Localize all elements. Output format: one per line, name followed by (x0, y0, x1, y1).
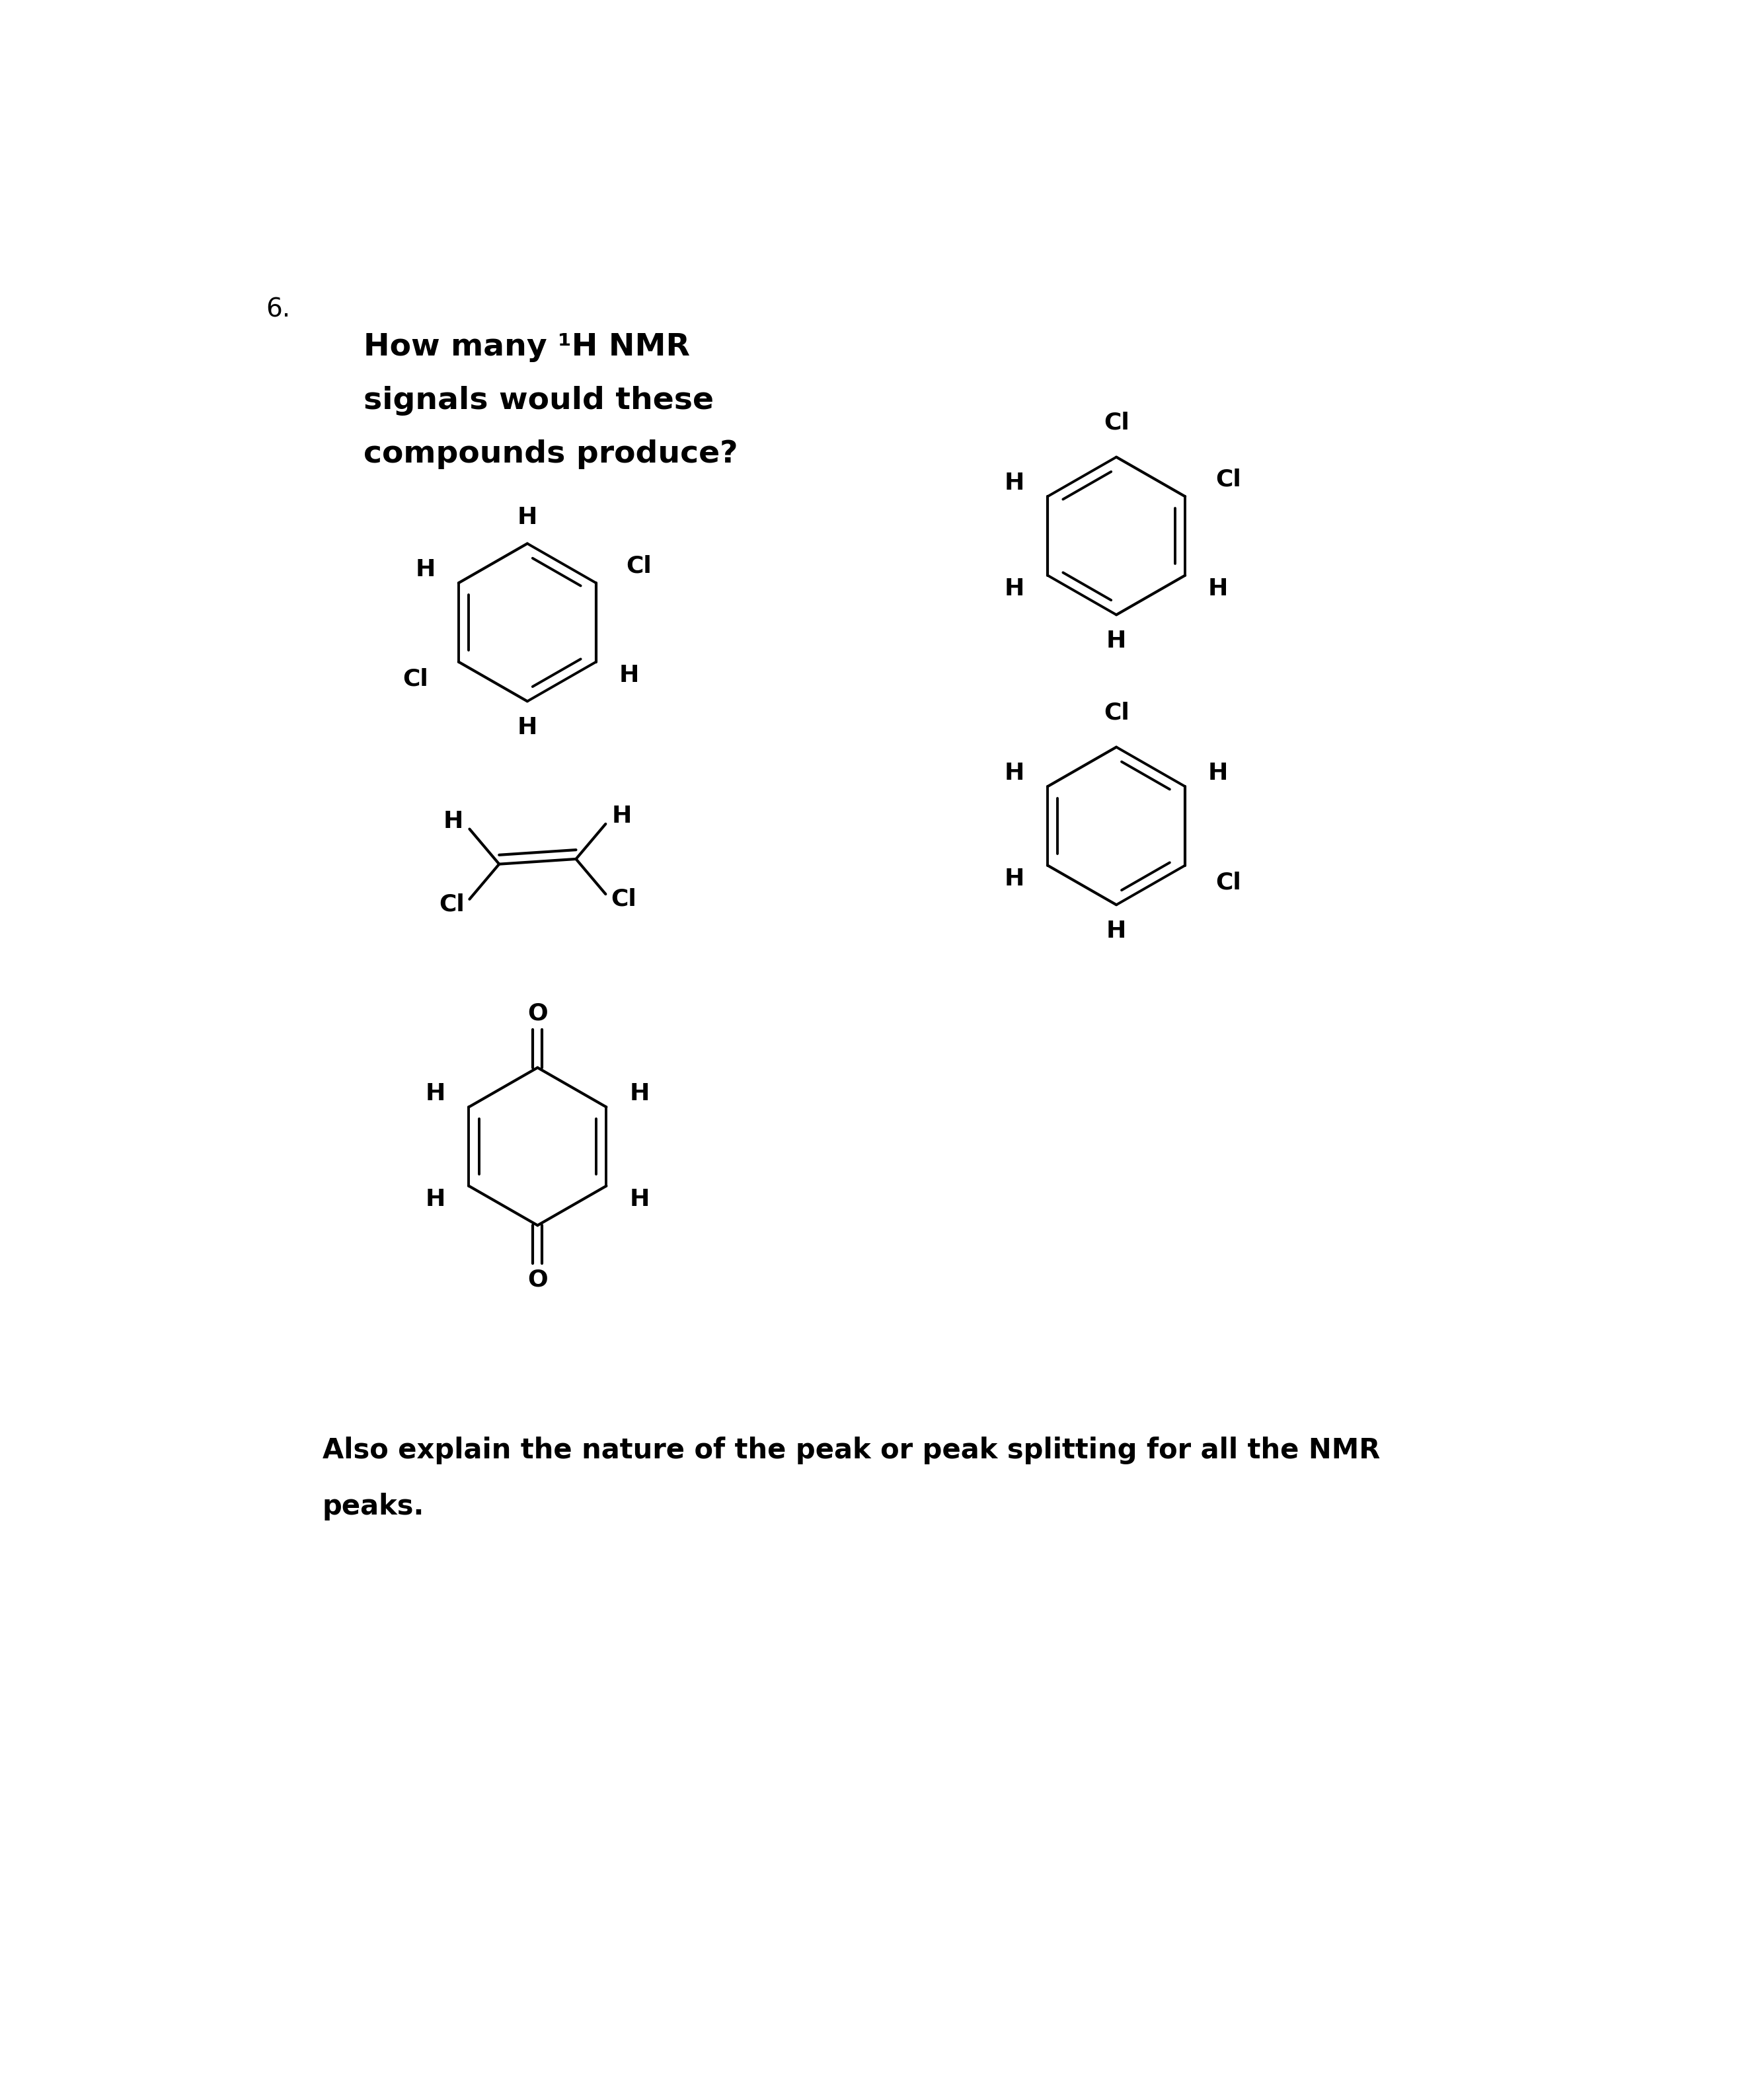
Text: Cl: Cl (1214, 872, 1241, 895)
Text: H: H (517, 506, 537, 529)
Text: H: H (1005, 867, 1024, 890)
Text: H: H (444, 811, 463, 832)
Text: H: H (630, 1189, 649, 1210)
Text: H: H (1107, 630, 1126, 653)
Text: How many ¹H NMR: How many ¹H NMR (363, 332, 690, 361)
Text: Cl: Cl (1104, 412, 1130, 435)
Text: H: H (517, 716, 537, 739)
Text: H: H (1005, 473, 1024, 494)
Text: compounds produce?: compounds produce? (363, 439, 737, 468)
Text: H: H (426, 1084, 445, 1105)
Text: O: O (528, 1002, 547, 1025)
Text: Also explain the nature of the peak or peak splitting for all the NMR: Also explain the nature of the peak or p… (322, 1436, 1380, 1464)
Text: H: H (1107, 920, 1126, 943)
Text: H: H (415, 559, 435, 582)
Text: H: H (1207, 762, 1228, 785)
Text: Cl: Cl (627, 554, 651, 578)
Text: Cl: Cl (1214, 468, 1241, 491)
Text: H: H (1005, 578, 1024, 601)
Text: Cl: Cl (438, 892, 465, 916)
Text: H: H (630, 1084, 649, 1105)
Text: signals would these: signals would these (363, 386, 715, 416)
Text: H: H (620, 664, 639, 687)
Text: Cl: Cl (611, 888, 637, 911)
Text: Cl: Cl (1104, 701, 1130, 724)
Text: O: O (528, 1268, 547, 1292)
Text: Cl: Cl (403, 668, 428, 691)
Text: H: H (426, 1189, 445, 1210)
Text: 6.: 6. (266, 296, 290, 321)
Text: H: H (612, 804, 632, 827)
Text: H: H (1207, 578, 1228, 601)
Text: H: H (1005, 762, 1024, 785)
Text: peaks.: peaks. (322, 1493, 424, 1520)
